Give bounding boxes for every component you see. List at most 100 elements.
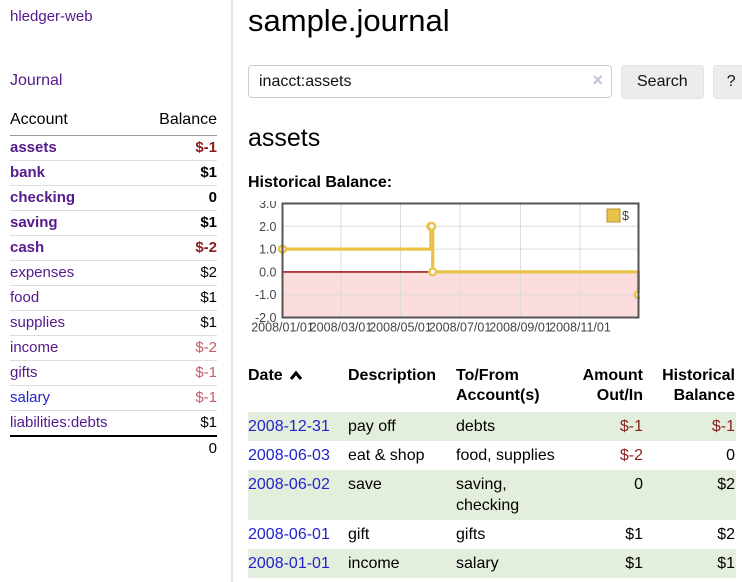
account-balance: $-2: [139, 235, 217, 261]
account-name-cell: income: [10, 335, 140, 361]
account-name-cell: assets: [10, 136, 140, 161]
accounts-total-row: 0: [10, 435, 217, 461]
register-row: 2008-06-02 save saving, checking 0 $2: [248, 470, 736, 520]
account-link[interactable]: salary: [10, 389, 51, 406]
account-name-cell: supplies: [10, 310, 140, 336]
account-row: checking 0: [10, 185, 217, 211]
account-row: food $1: [10, 285, 217, 311]
register-col-date-sort[interactable]: Date: [248, 366, 348, 412]
accounts-tbody: assets $-1 bank $1 checking 0 saving $1 cash $-2 e…: [10, 136, 217, 461]
x-tick-label: 2008/05/01: [369, 321, 432, 335]
search-input[interactable]: [248, 65, 612, 98]
account-link[interactable]: bank: [10, 164, 46, 181]
clear-search-icon[interactable]: ×: [592, 70, 603, 90]
accounts-total-spacer: [10, 435, 140, 461]
register-col-amount: Amount Out/In: [582, 367, 643, 404]
register-header-row: Date Description To/From Account(s) Amou…: [248, 366, 736, 412]
help-button[interactable]: ?: [712, 65, 742, 99]
x-tick-label: 2008/07/01: [429, 321, 492, 335]
register-row: 2008-01-01 income salary $1 $1: [248, 549, 736, 578]
account-link[interactable]: income: [10, 339, 59, 356]
accounts-col-account: Account: [10, 107, 140, 136]
transaction-date-link[interactable]: 2008-06-01: [248, 526, 330, 543]
y-tick-label: 1.0: [259, 243, 276, 257]
brand-link[interactable]: hledger-web: [10, 8, 93, 25]
x-tick-label: 2008/09/01: [489, 321, 552, 335]
sidebar-nav: Journal: [10, 72, 217, 90]
account-balance: $-2: [139, 335, 217, 361]
search-input-wrap: ×: [248, 65, 612, 98]
account-balance: $1: [139, 410, 217, 436]
account-link[interactable]: liabilities:debts: [10, 414, 108, 431]
register-description-cell: pay off: [348, 418, 396, 435]
account-balance: 0: [139, 185, 217, 211]
account-row: assets $-1: [10, 136, 217, 161]
account-link[interactable]: food: [10, 289, 40, 306]
transaction-date-link[interactable]: 2008-01-01: [248, 555, 330, 572]
register-amount-cell: $-1: [619, 418, 643, 435]
account-link[interactable]: saving: [10, 214, 58, 231]
y-tick-label: 3.0: [259, 201, 276, 211]
register-date-cell: 2008-06-02: [248, 470, 348, 520]
account-balance: $1: [139, 160, 217, 186]
register-accounts-cell: saving, checking: [456, 476, 520, 514]
y-tick-label: -1.0: [255, 288, 277, 302]
transaction-date-link[interactable]: 2008-12-31: [248, 418, 330, 435]
register-balance-cell: 0: [726, 447, 735, 464]
account-link[interactable]: expenses: [10, 264, 75, 281]
account-balance: $1: [139, 210, 217, 236]
register-description-cell: eat & shop: [348, 447, 425, 464]
historical-balance-chart: $ -2.0 -1.0 0.0 1.0 2.0 3.0 2008/01/01 2008/03/0…: [248, 197, 742, 347]
register-table: Date Description To/From Account(s) Amou…: [248, 366, 736, 578]
account-name-cell: saving: [10, 210, 140, 236]
register-date-cell: 2008-06-01: [248, 520, 348, 549]
accounts-table: Account Balance assets $-1 bank $1 checking 0…: [10, 107, 217, 461]
account-link[interactable]: checking: [10, 189, 76, 206]
transaction-date-link[interactable]: 2008-06-03: [248, 447, 330, 464]
account-balance: $-1: [139, 385, 217, 411]
register-balance-cell: $2: [717, 476, 735, 493]
main-content: sample.journal × Search ? assets Histori…: [233, 0, 742, 582]
search-button[interactable]: Search: [621, 65, 704, 99]
accounts-total-value: 0: [139, 435, 217, 461]
accounts-header-row: Account Balance: [10, 107, 217, 136]
account-link[interactable]: supplies: [10, 314, 66, 331]
register-balance-cell: $2: [717, 526, 735, 543]
register-accounts-cell: salary: [456, 555, 499, 572]
transaction-date-link[interactable]: 2008-06-02: [248, 476, 330, 493]
search-form: × Search ?: [248, 65, 742, 99]
register-balance-cell: $1: [717, 555, 735, 572]
sidebar-item-journal[interactable]: Journal: [10, 72, 63, 89]
account-name-cell: salary: [10, 385, 140, 411]
register-amount-cell: $1: [625, 555, 643, 572]
accounts-col-balance: Balance: [139, 107, 217, 136]
chart-svg: $ -2.0 -1.0 0.0 1.0 2.0 3.0 2008/01/012008/03/0…: [251, 197, 644, 335]
account-row: supplies $1: [10, 310, 217, 336]
account-row: salary $-1: [10, 385, 217, 411]
register-description-cell: save: [348, 476, 382, 493]
y-tick-label: -2.0: [255, 311, 277, 325]
chart-title: Historical Balance:: [248, 174, 393, 191]
account-balance: $1: [139, 310, 217, 336]
register-description-cell: income: [348, 555, 400, 572]
register-row: 2008-06-03 eat & shop food, supplies $-2 0: [248, 441, 736, 470]
account-row: income $-2: [10, 335, 217, 361]
sidebar: hledger-web Journal Account Balance asse…: [0, 0, 233, 582]
register-tbody: 2008-12-31 pay off debts $-1 $-1 2008-06-03 ea…: [248, 412, 736, 578]
register-description-cell: gift: [348, 526, 370, 543]
register-amount-cell: $-2: [619, 447, 643, 464]
account-link[interactable]: assets: [10, 139, 57, 156]
account-row: saving $1: [10, 210, 217, 236]
account-name-cell: gifts: [10, 360, 140, 386]
register-balance-cell: $-1: [711, 418, 735, 435]
register-accounts-cell: gifts: [456, 526, 486, 543]
register-accounts-cell: food, supplies: [456, 447, 555, 464]
register-amount-cell: $1: [625, 526, 643, 543]
y-tick-label: 0.0: [259, 265, 276, 279]
account-link[interactable]: cash: [10, 239, 45, 256]
register-date-cell: 2008-01-01: [248, 549, 348, 578]
register-row: 2008-12-31 pay off debts $-1 $-1: [248, 412, 736, 441]
account-link[interactable]: gifts: [10, 364, 38, 381]
x-tick-label: 2008/01/01: [251, 321, 314, 335]
